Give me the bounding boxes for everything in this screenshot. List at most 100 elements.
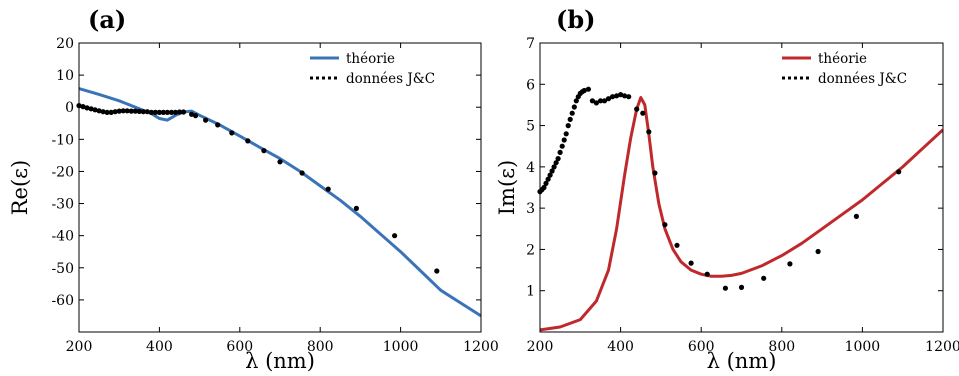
legend-label: théorie bbox=[818, 51, 867, 67]
data-point-donn-es-j-c bbox=[605, 96, 612, 102]
data-point-donn-es-j-c bbox=[634, 106, 640, 112]
data-point-donn-es-j-c bbox=[549, 168, 555, 174]
y-tick-label: -60 bbox=[51, 293, 74, 309]
data-point-donn-es-j-c bbox=[215, 122, 221, 128]
data-point-donn-es-j-c bbox=[815, 248, 821, 255]
x-tick-label: 1000 bbox=[383, 339, 419, 355]
x-tick-label: 200 bbox=[527, 339, 554, 355]
data-point-donn-es-j-c bbox=[96, 108, 102, 114]
data-point-donn-es-j-c bbox=[541, 184, 547, 191]
data-point-donn-es-j-c bbox=[567, 116, 573, 122]
data-point-donn-es-j-c bbox=[353, 205, 359, 211]
data-point-donn-es-j-c bbox=[557, 149, 563, 155]
data-point-donn-es-j-c bbox=[104, 109, 110, 115]
x-axis-label: λ (nm) bbox=[245, 349, 315, 373]
x-tick-label: 400 bbox=[146, 339, 173, 355]
y-tick-label: -50 bbox=[51, 261, 74, 277]
y-tick-label: 4 bbox=[526, 160, 535, 176]
data-point-donn-es-j-c bbox=[120, 108, 126, 114]
data-point-donn-es-j-c bbox=[325, 186, 331, 192]
x-axis-label: λ (nm) bbox=[707, 349, 777, 373]
data-point-donn-es-j-c bbox=[140, 109, 146, 115]
data-point-donn-es-j-c bbox=[559, 143, 565, 149]
data-point-donn-es-j-c bbox=[787, 261, 793, 267]
data-point-donn-es-j-c bbox=[92, 107, 98, 113]
x-tick-label: 1200 bbox=[925, 339, 959, 355]
data-point-donn-es-j-c bbox=[112, 109, 118, 115]
y-axis-label: Im(ε) bbox=[495, 160, 519, 215]
y-tick-label: -30 bbox=[51, 197, 74, 213]
data-point-donn-es-j-c bbox=[100, 109, 106, 115]
data-point-donn-es-j-c bbox=[569, 110, 575, 116]
data-point-donn-es-j-c bbox=[646, 129, 652, 135]
y-tick-label: -10 bbox=[51, 132, 74, 148]
data-point-donn-es-j-c bbox=[688, 260, 694, 266]
data-point-donn-es-j-c bbox=[156, 109, 162, 115]
data-point-donn-es-j-c bbox=[245, 138, 251, 144]
data-point-donn-es-j-c bbox=[148, 109, 154, 115]
data-point-donn-es-j-c bbox=[168, 109, 175, 115]
data-point-donn-es-j-c bbox=[551, 164, 557, 170]
data-point-donn-es-j-c bbox=[563, 131, 569, 137]
panel-letter: (a) bbox=[88, 5, 126, 34]
data-point-donn-es-j-c bbox=[555, 156, 561, 162]
data-point-donn-es-j-c bbox=[229, 130, 235, 136]
data-point-donn-es-j-c bbox=[152, 109, 158, 115]
data-point-donn-es-j-c bbox=[543, 180, 549, 186]
data-point-donn-es-j-c bbox=[585, 86, 592, 92]
data-point-donn-es-j-c bbox=[609, 94, 616, 100]
y-tick-label: 7 bbox=[526, 36, 535, 52]
data-point-donn-es-j-c bbox=[581, 87, 587, 94]
legend: théorie données J&C bbox=[782, 51, 907, 87]
x-tick-label: 600 bbox=[226, 339, 253, 355]
data-point-donn-es-j-c bbox=[571, 104, 577, 110]
y-tick-label: 0 bbox=[65, 100, 74, 116]
y-tick-label: 2 bbox=[526, 242, 535, 258]
data-point-donn-es-j-c bbox=[761, 275, 767, 281]
data-point-donn-es-j-c bbox=[626, 94, 632, 100]
data-point-donn-es-j-c bbox=[203, 117, 209, 123]
panel-b: (b) 200 400 600 800 1000 1200 7 6 5 4 3 2 1 λ (nm) Im(ε… bbox=[495, 5, 959, 373]
y-tick-label: 5 bbox=[526, 119, 535, 135]
data-point-donn-es-j-c bbox=[180, 109, 187, 115]
series-line-th-orie bbox=[540, 96, 943, 332]
data-point-donn-es-j-c bbox=[434, 268, 440, 274]
data-point-donn-es-j-c bbox=[674, 242, 680, 248]
legend-label: données J&C bbox=[346, 71, 435, 87]
data-point-donn-es-j-c bbox=[853, 213, 860, 219]
data-point-donn-es-j-c bbox=[132, 108, 138, 114]
y-tick-label: 3 bbox=[526, 201, 535, 217]
x-tick-label: 600 bbox=[688, 339, 715, 355]
data-point-donn-es-j-c bbox=[618, 92, 624, 98]
y-axis-label: Re(ε) bbox=[8, 160, 32, 216]
data-point-donn-es-j-c bbox=[593, 100, 600, 106]
legend-label: théorie bbox=[346, 51, 395, 67]
y-tick-label: 6 bbox=[526, 77, 535, 93]
y-tick-label: 1 bbox=[526, 284, 535, 300]
y-tick-label: -40 bbox=[51, 229, 74, 245]
legend: théorie données J&C bbox=[310, 51, 435, 87]
data-point-donn-es-j-c bbox=[84, 105, 90, 111]
series-line-th-orie bbox=[79, 87, 481, 318]
data-point-donn-es-j-c bbox=[614, 93, 620, 99]
data-point-donn-es-j-c bbox=[277, 159, 283, 165]
data-point-donn-es-j-c bbox=[545, 176, 551, 182]
data-point-donn-es-j-c bbox=[144, 109, 150, 115]
data-point-donn-es-j-c bbox=[565, 123, 571, 129]
data-point-donn-es-j-c bbox=[553, 160, 559, 166]
x-tick-label: 400 bbox=[607, 339, 634, 355]
plot-frame bbox=[78, 42, 482, 333]
data-point-donn-es-j-c bbox=[164, 109, 170, 115]
x-tick-label: 1000 bbox=[845, 339, 881, 355]
x-tick-label: 1200 bbox=[463, 339, 499, 355]
panel-a: (a) 200 400 600 800 1000 1200 20 10 0 -10 -20 -30 -40… bbox=[8, 5, 499, 373]
data-point-donn-es-j-c bbox=[128, 108, 134, 114]
legend-label: données J&C bbox=[818, 71, 907, 87]
y-tick-label: 20 bbox=[56, 36, 74, 52]
data-point-donn-es-j-c bbox=[261, 148, 267, 154]
data-point-donn-es-j-c bbox=[116, 108, 122, 114]
data-point-donn-es-j-c bbox=[573, 98, 579, 104]
x-tick-label: 800 bbox=[307, 339, 334, 355]
data-point-donn-es-j-c bbox=[589, 98, 596, 104]
x-tick-label: 800 bbox=[768, 339, 795, 355]
